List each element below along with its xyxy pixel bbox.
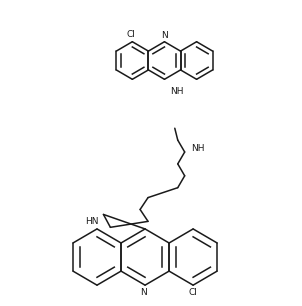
Text: N: N — [161, 31, 168, 40]
Text: Cl: Cl — [189, 288, 198, 297]
Text: HN: HN — [85, 217, 98, 226]
Text: NH: NH — [192, 144, 205, 153]
Text: NH: NH — [170, 87, 184, 96]
Text: Cl: Cl — [127, 30, 135, 39]
Text: N: N — [140, 288, 147, 297]
